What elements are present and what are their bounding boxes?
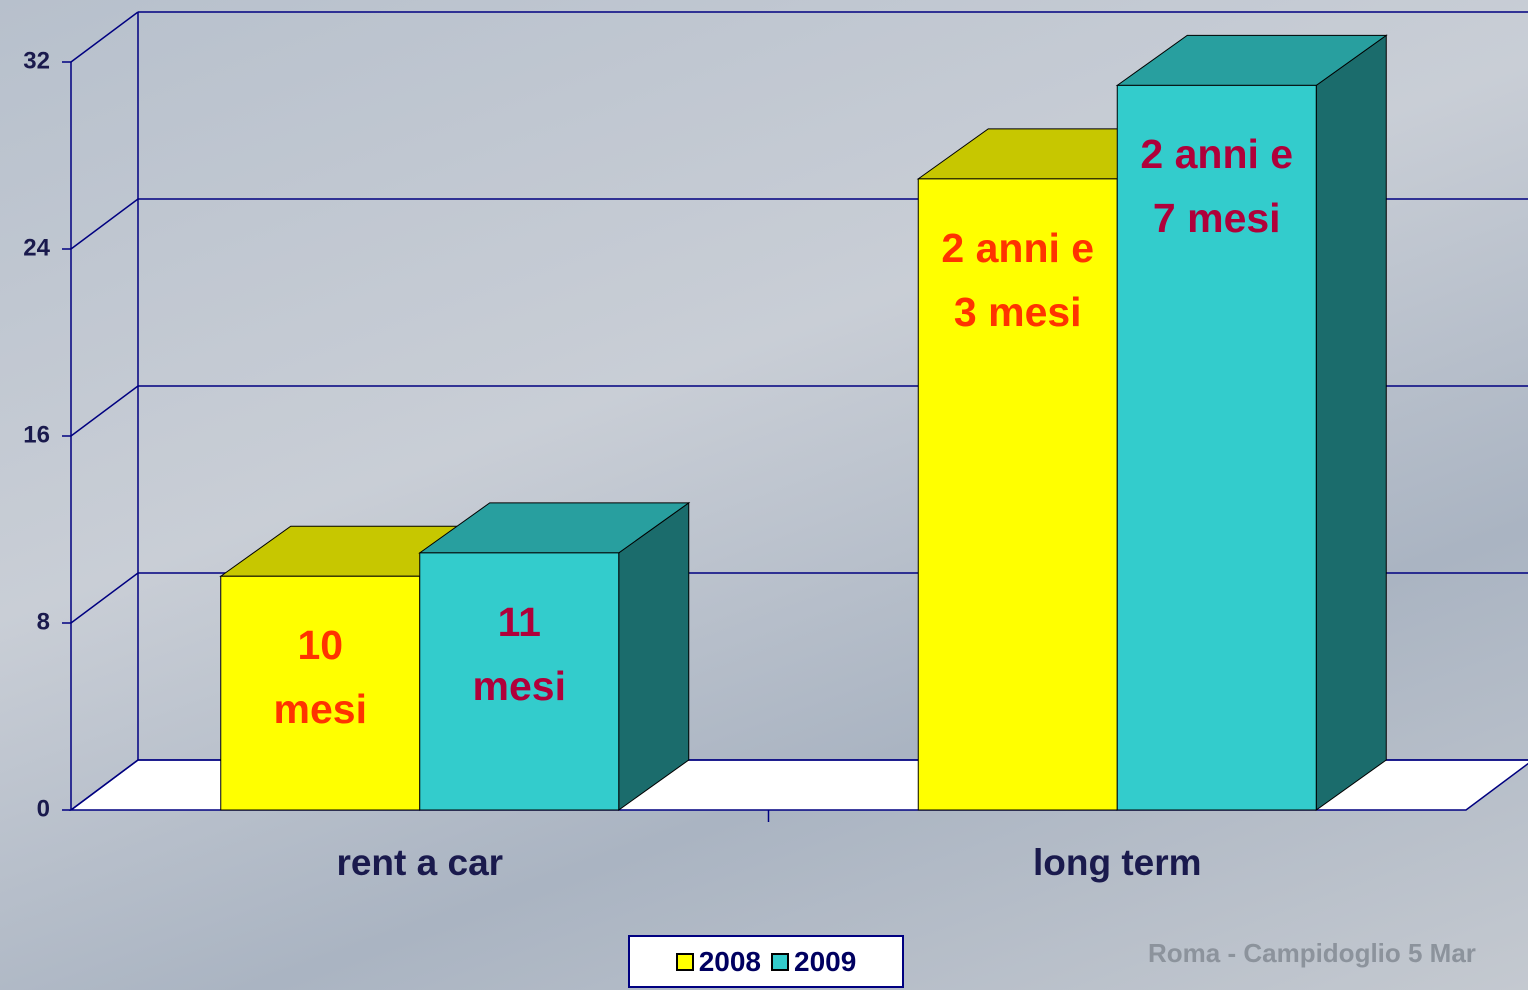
y-tick-label: 8	[37, 608, 50, 635]
legend-item: 2008	[675, 945, 761, 978]
legend-swatch	[675, 952, 694, 971]
bar	[1116, 84, 1317, 811]
y-tick-label: 0	[37, 795, 50, 822]
grid-line	[70, 198, 139, 250]
x-tick-label: rent a car	[336, 842, 503, 883]
grid-line	[70, 11, 139, 63]
watermark: Roma - Campidoglio 5 Mar	[1148, 938, 1476, 968]
y-tick-label: 16	[23, 421, 50, 448]
legend-label: 2009	[794, 945, 857, 977]
bar-side	[618, 501, 690, 811]
grid-line	[70, 385, 139, 437]
legend-label: 2008	[698, 945, 761, 977]
bar	[419, 552, 620, 811]
y-tick-label: 32	[23, 47, 50, 74]
grid-line	[70, 759, 139, 811]
value-label: 11 mesi	[472, 598, 566, 709]
value-label: 2 anni e 3 mesi	[941, 224, 1095, 335]
legend-swatch	[771, 952, 789, 971]
grid-line	[70, 572, 139, 624]
value-label: 2 anni e 7 mesi	[1140, 131, 1294, 242]
x-tick-label: long term	[1033, 842, 1202, 883]
legend-item: 2009	[771, 946, 856, 978]
value-label: 10 mesi	[273, 622, 367, 733]
legend: 2008 2009	[628, 935, 904, 988]
bar-side	[1315, 34, 1387, 811]
y-tick-label: 24	[23, 234, 50, 261]
